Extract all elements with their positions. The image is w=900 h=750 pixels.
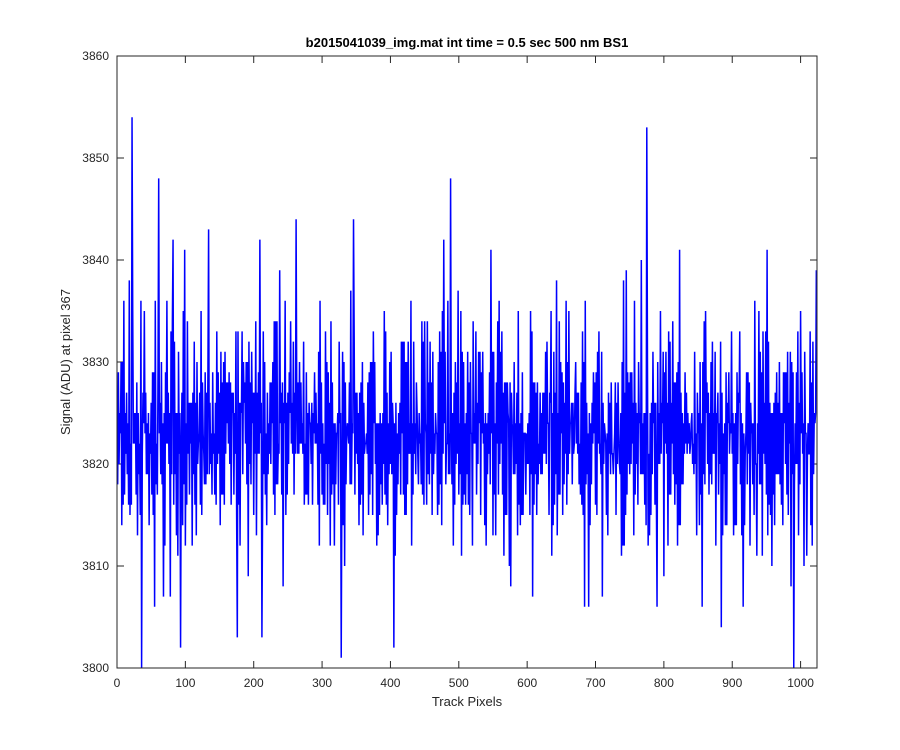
x-tick-labels: 0 100 200 300 400 500 600 700 800 900 1000 bbox=[114, 676, 815, 690]
y-tick-label: 3820 bbox=[82, 457, 109, 471]
axes-box bbox=[116, 55, 818, 669]
x-tick-label: 0 bbox=[114, 676, 121, 690]
series-line bbox=[116, 117, 818, 669]
x-tick-label: 400 bbox=[380, 676, 400, 690]
y-tick-label: 3830 bbox=[82, 355, 109, 369]
y-tick-label: 3840 bbox=[82, 253, 109, 267]
x-tick-label: 300 bbox=[312, 676, 332, 690]
series-group bbox=[116, 117, 818, 669]
x-tick-label: 100 bbox=[175, 676, 195, 690]
y-tick-label: 3810 bbox=[82, 559, 109, 573]
y-tick-label: 3850 bbox=[82, 151, 109, 165]
x-tick-label: 500 bbox=[449, 676, 469, 690]
x-tick-label: 700 bbox=[586, 676, 606, 690]
x-tick-label: 600 bbox=[517, 676, 537, 690]
chart-title: b2015041039_img.mat int time = 0.5 sec 5… bbox=[306, 35, 629, 50]
x-tick-label: 200 bbox=[244, 676, 264, 690]
x-tick-label: 1000 bbox=[787, 676, 814, 690]
y-axis-label: Signal (ADU) at pixel 367 bbox=[58, 289, 73, 435]
x-axis-label: Track Pixels bbox=[432, 694, 503, 709]
x-tick-label: 900 bbox=[722, 676, 742, 690]
x-tick-label: 800 bbox=[654, 676, 674, 690]
y-tick-label: 3860 bbox=[82, 49, 109, 63]
y-tick-labels: 3800 3810 3820 3830 3840 3850 3860 bbox=[82, 49, 109, 675]
y-tick-label: 3800 bbox=[82, 661, 109, 675]
